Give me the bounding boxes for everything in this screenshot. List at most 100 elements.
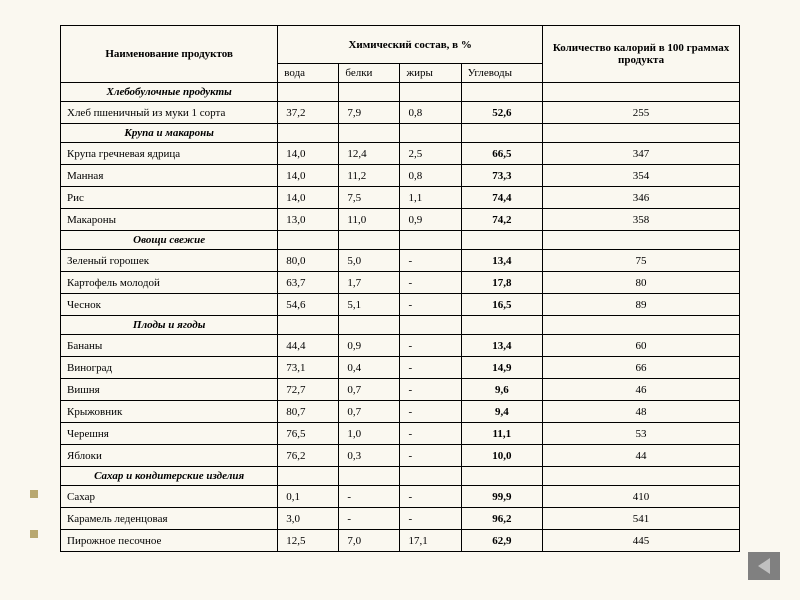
protein-value: 0,3 — [339, 445, 400, 467]
product-name: Чеснок — [61, 294, 278, 316]
fat-value: 0,8 — [400, 102, 461, 124]
bullet-decoration — [30, 530, 38, 538]
water-value: 14,0 — [278, 187, 339, 209]
category-row: Овощи свежие — [61, 231, 740, 250]
fat-value: - — [400, 357, 461, 379]
carbs-value: 62,9 — [461, 530, 542, 552]
table-row: Картофель молодой63,71,7-17,880 — [61, 272, 740, 294]
table-row: Рис14,07,51,174,4346 — [61, 187, 740, 209]
protein-value: 5,0 — [339, 250, 400, 272]
water-value: 80,7 — [278, 401, 339, 423]
table-row: Яблоки76,20,3-10,044 — [61, 445, 740, 467]
fat-value: 1,1 — [400, 187, 461, 209]
calories-value: 89 — [543, 294, 740, 316]
calories-value: 48 — [543, 401, 740, 423]
carbs-value: 74,2 — [461, 209, 542, 231]
carbs-value: 52,6 — [461, 102, 542, 124]
nav-back-icon[interactable] — [748, 552, 780, 580]
carbs-value: 73,3 — [461, 165, 542, 187]
product-name: Макароны — [61, 209, 278, 231]
carbs-value: 17,8 — [461, 272, 542, 294]
product-name: Хлеб пшеничный из муки 1 сорта — [61, 102, 278, 124]
fat-value: - — [400, 423, 461, 445]
protein-value: 12,4 — [339, 143, 400, 165]
fat-value: - — [400, 335, 461, 357]
category-row: Плоды и ягоды — [61, 316, 740, 335]
calories-value: 255 — [543, 102, 740, 124]
fat-value: - — [400, 250, 461, 272]
water-value: 13,0 — [278, 209, 339, 231]
product-name: Манная — [61, 165, 278, 187]
calories-value: 66 — [543, 357, 740, 379]
carbs-value: 16,5 — [461, 294, 542, 316]
protein-value: 11,2 — [339, 165, 400, 187]
water-value: 72,7 — [278, 379, 339, 401]
calories-value: 445 — [543, 530, 740, 552]
table-row: Макароны13,011,00,974,2358 — [61, 209, 740, 231]
table-row: Карамель леденцовая3,0--96,2541 — [61, 508, 740, 530]
protein-value: 0,7 — [339, 401, 400, 423]
carbs-value: 99,9 — [461, 486, 542, 508]
water-value: 14,0 — [278, 165, 339, 187]
table-row: Сахар0,1--99,9410 — [61, 486, 740, 508]
product-name: Виноград — [61, 357, 278, 379]
carbs-value: 96,2 — [461, 508, 542, 530]
header-calories: Количество калорий в 100 граммах продукт… — [543, 26, 740, 83]
category-row: Хлебобулочные продукты — [61, 83, 740, 102]
water-value: 76,2 — [278, 445, 339, 467]
table-row: Крыжовник80,70,7-9,448 — [61, 401, 740, 423]
product-name: Пирожное песочное — [61, 530, 278, 552]
table-row: Хлеб пшеничный из муки 1 сорта37,27,90,8… — [61, 102, 740, 124]
carbs-value: 9,4 — [461, 401, 542, 423]
water-value: 0,1 — [278, 486, 339, 508]
protein-value: 1,0 — [339, 423, 400, 445]
product-name: Яблоки — [61, 445, 278, 467]
carbs-value: 66,5 — [461, 143, 542, 165]
fat-value: 2,5 — [400, 143, 461, 165]
fat-value: - — [400, 401, 461, 423]
carbs-value: 10,0 — [461, 445, 542, 467]
subheader-fat: жиры — [400, 64, 461, 83]
table-row: Манная14,011,20,873,3354 — [61, 165, 740, 187]
calories-value: 410 — [543, 486, 740, 508]
subheader-water: вода — [278, 64, 339, 83]
calories-value: 80 — [543, 272, 740, 294]
product-name: Рис — [61, 187, 278, 209]
water-value: 12,5 — [278, 530, 339, 552]
calories-value: 354 — [543, 165, 740, 187]
protein-value: 11,0 — [339, 209, 400, 231]
calories-value: 541 — [543, 508, 740, 530]
water-value: 14,0 — [278, 143, 339, 165]
protein-value: 0,9 — [339, 335, 400, 357]
product-name: Картофель молодой — [61, 272, 278, 294]
subheader-carbs: Углеводы — [461, 64, 542, 83]
carbs-value: 74,4 — [461, 187, 542, 209]
calories-value: 346 — [543, 187, 740, 209]
product-name: Зеленый горошек — [61, 250, 278, 272]
water-value: 76,5 — [278, 423, 339, 445]
product-name: Карамель леденцовая — [61, 508, 278, 530]
fat-value: - — [400, 272, 461, 294]
product-name: Черешня — [61, 423, 278, 445]
header-name: Наименование продуктов — [61, 26, 278, 83]
water-value: 3,0 — [278, 508, 339, 530]
water-value: 54,6 — [278, 294, 339, 316]
protein-value: 5,1 — [339, 294, 400, 316]
category-row: Сахар и кондитерские изделия — [61, 467, 740, 486]
calories-value: 53 — [543, 423, 740, 445]
fat-value: - — [400, 508, 461, 530]
water-value: 73,1 — [278, 357, 339, 379]
table-row: Зеленый горошек80,05,0-13,475 — [61, 250, 740, 272]
calories-value: 44 — [543, 445, 740, 467]
protein-value: 1,7 — [339, 272, 400, 294]
fat-value: - — [400, 486, 461, 508]
carbs-value: 9,6 — [461, 379, 542, 401]
carbs-value: 13,4 — [461, 250, 542, 272]
carbs-value: 13,4 — [461, 335, 542, 357]
product-name: Бананы — [61, 335, 278, 357]
carbs-value: 14,9 — [461, 357, 542, 379]
protein-value: 7,9 — [339, 102, 400, 124]
protein-value: - — [339, 486, 400, 508]
subheader-protein: белки — [339, 64, 400, 83]
product-name: Крупа гречневая ядрица — [61, 143, 278, 165]
